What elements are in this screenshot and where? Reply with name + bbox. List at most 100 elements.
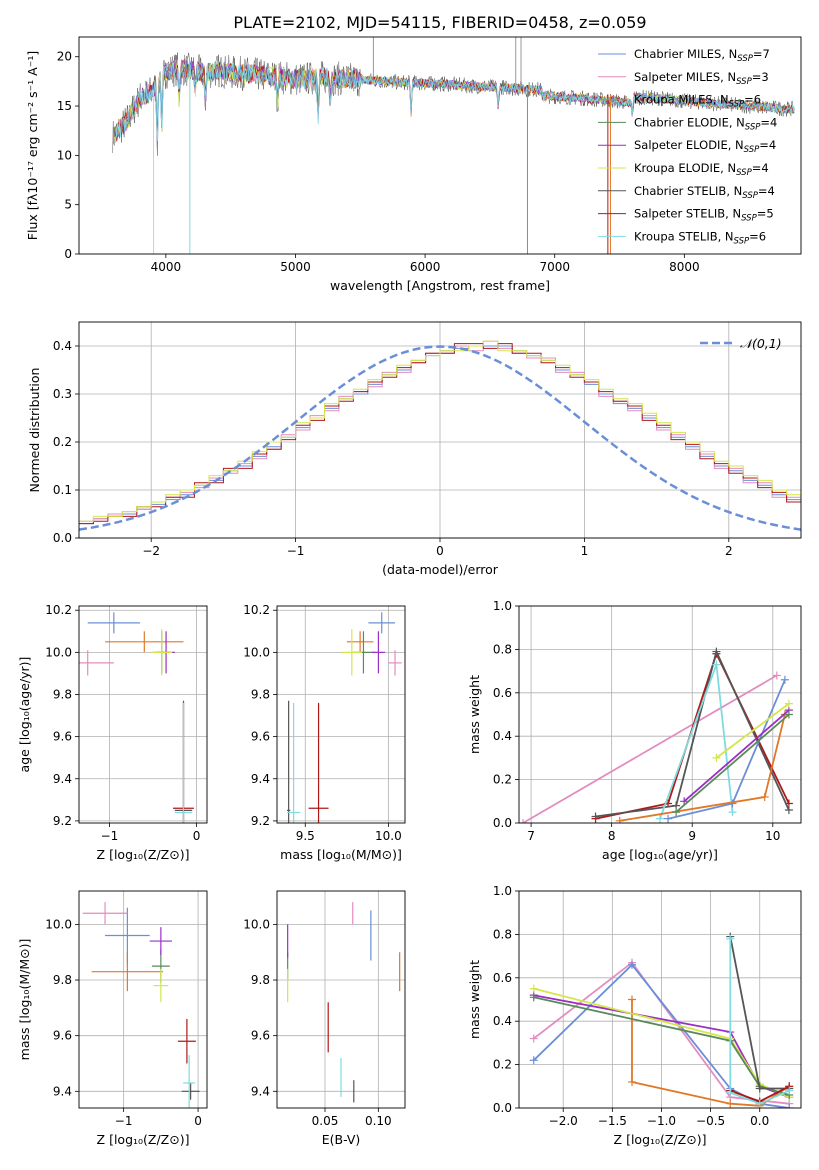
legend-entry-name: Kroupa STELIB, N [634,229,734,243]
x-tick-label: 0.05 [312,1114,339,1128]
figure-title: PLATE=2102, MJD=54115, FIBERID=0458, z=0… [233,13,646,32]
axes-frame [276,605,406,824]
histogram-lines [79,340,801,531]
error-bar-point [371,631,386,674]
error-bar-point [181,1082,200,1100]
weight-series-6 [683,709,790,802]
weight-series-5 [619,714,786,822]
y-tick-label: 0.4 [53,339,72,353]
error-bars [79,612,194,823]
weight-marker [627,960,636,969]
error-bar-point [174,702,193,823]
legend-entry-sub: SSP [741,214,757,224]
legend-entry: Chabrier MILES, NSSP=7 [634,47,770,64]
error-bar-point [151,629,173,676]
legend-entry: Salpeter ELODIE, NSSP=4 [634,138,776,155]
error-bar-point [149,927,173,955]
spectrum-kroupa_stelib [115,60,795,142]
legend-entry-sub: SSP [736,77,752,87]
x-tick-label: −1 [101,829,119,843]
y-tick-label: 0.2 [53,435,72,449]
weight-marker [785,1104,794,1108]
error-bar-point [368,612,396,634]
age-vs-metallicity-panel: −1 0 9.2 9.4 9.6 9.8 10.0 10.2 Z [log₁₀(Z/Z⊙)] ag… [17,603,208,862]
legend-entry-name: Salpeter MILES, N [634,70,736,84]
x-tick-label: 0 [193,829,201,843]
legend-entry-sub: SSP [744,145,760,155]
y-tick-label: 0 [64,247,72,261]
weight-marker [672,808,681,817]
x-tick-label: 0 [436,544,444,558]
x-axis-label: age [log₁₀(age/yr)] [602,847,718,862]
weight-marker [755,1099,764,1108]
x-tick-label: 4000 [151,260,182,274]
y-axis-label: Flux [fλ10⁻¹⁷ erg cm⁻² s⁻¹ A⁻¹] [25,51,40,240]
y-tick-label: 9.6 [53,1029,72,1043]
y-tick-label: 9.6 [251,1029,270,1043]
x-axis-label: wavelength [Angstrom, rest frame] [330,278,550,293]
weight-marker [760,792,769,801]
axes-frame [276,890,406,1109]
legend-entry-name: Chabrier ELODIE, N [634,115,745,129]
mass-vs-ebv-panel: 0.05 0.10 9.4 9.6 9.8 10.0 E(B-V) [243,890,406,1147]
y-tick-label: 0.2 [493,773,512,787]
weight-marker [591,812,600,821]
error-bar-point [388,650,402,676]
y-tick-label: 10.2 [45,603,72,617]
x-tick-label: 10.0 [375,829,402,843]
weight-marker [712,647,721,656]
y-axis-label: mass weight [467,960,482,1039]
legend-entry-sub: SSP [736,168,752,178]
error-bar-point [286,702,301,823]
y-axis-label: age [log₁₀(age/yr)] [17,657,32,773]
weight-marker [519,819,528,823]
y-axis-label: mass [log₁₀(M/M⊙)] [17,939,32,1061]
weight-marker [529,984,538,993]
y-tick-label: 10.0 [243,645,270,659]
weight-marker [726,1099,735,1108]
weight-vs-age-panel: 7 8 9 10 0.0 0.2 0.4 0.6 0.8 1.0 age [log₁₀(age/yr… [467,599,802,862]
legend-entry-name: Kroupa MILES, N [634,93,729,107]
error-bar-point [82,902,128,925]
y-tick-label: 0.4 [493,1014,512,1028]
y-tick-label: 9.4 [251,772,270,786]
error-bar-point [177,1018,196,1064]
legend-entry-count: =5 [757,207,774,221]
error-bar-point [308,702,329,823]
x-tick-label: 8000 [669,260,700,274]
legend-entry-name: Kroupa ELODIE, N [634,161,736,175]
weight-vs-metallicity-panel: −2.0 −1.5 −1.0 −0.5 0.0 0.0 0.2 0.4 0.6 0.8 1.0 Z [… [467,884,802,1147]
x-tick-label: −1.0 [647,1114,676,1128]
axes-frame [518,890,802,1109]
x-tick-label: 0.0 [750,1114,769,1128]
y-tick-label: 15 [57,99,72,113]
legend-entry-name: Chabrier MILES, N [634,47,737,61]
weight-marker [627,1077,636,1086]
y-tick-label: 0.1 [53,483,72,497]
y-tick-label: 0.8 [493,927,512,941]
error-bars [82,902,200,1108]
mass-vs-metallicity-panel: −1 0 9.4 9.6 9.8 10.0 Z [log₁₀(Z/Z⊙)] mass [log… [17,890,208,1147]
legend-entry-name: Salpeter ELODIE, N [634,138,744,152]
error-bar-point [183,1055,196,1108]
weight-series-7 [715,702,790,759]
y-tick-label: 9.4 [53,772,72,786]
y-tick-label: 9.4 [53,1084,72,1098]
weight-series-8 [729,938,790,1105]
x-axis-label: mass [log₁₀(M/M⊙)] [280,847,402,862]
y-tick-label: 10.0 [243,917,270,931]
y-tick-label: 0.6 [493,971,512,985]
weight-marker [728,808,737,817]
weight-series-8 [675,713,790,813]
legend-entry-count: =4 [752,161,769,175]
weight-series-0 [522,674,778,823]
y-tick-label: 20 [57,50,72,64]
y-tick-label: 10 [57,148,72,162]
y-tick-label: 0.0 [493,1101,512,1115]
error-bars [287,902,401,1103]
x-tick-label: 10 [765,829,780,843]
x-axis-label: Z [log₁₀(Z/Z⊙)] [97,1132,190,1147]
weight-marker [726,1088,735,1097]
